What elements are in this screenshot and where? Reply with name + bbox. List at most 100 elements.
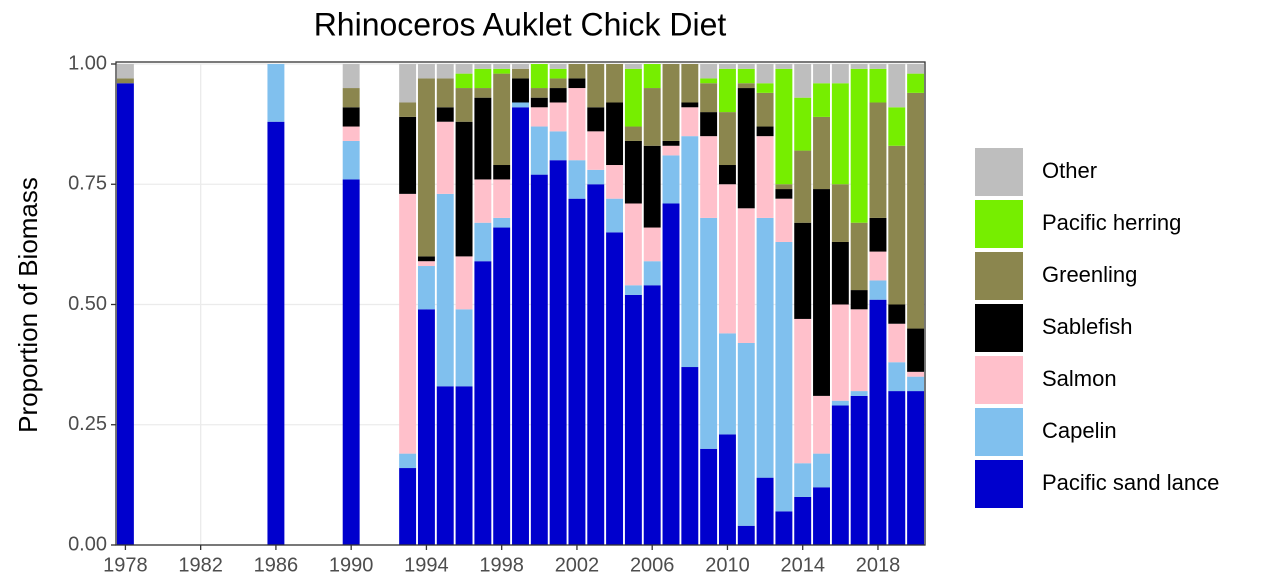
bar-segment: [718, 434, 736, 545]
bar-segment: [813, 189, 830, 396]
bar-segment: [493, 179, 511, 218]
legend-key: [975, 304, 1023, 352]
bar-segment: [737, 64, 755, 69]
bar-segment: [455, 73, 473, 89]
bar-segment: [512, 107, 529, 545]
bar-segment: [718, 112, 736, 166]
bar-segment: [794, 64, 812, 98]
bar-segment: [700, 83, 718, 113]
bar-segment: [568, 78, 586, 89]
bar-segment: [624, 64, 642, 69]
bar-segment: [831, 304, 849, 401]
bar-segment: [493, 227, 511, 546]
bar-segment: [756, 83, 774, 93]
y-axis-title: Proportion of Biomass: [13, 177, 43, 433]
bar-segment: [549, 160, 567, 545]
bar-segment: [794, 97, 812, 151]
legend-key: [975, 200, 1023, 248]
x-tick-label: 1990: [329, 554, 374, 576]
bar-segment: [455, 309, 473, 387]
bar-segment: [116, 83, 134, 546]
x-tick-label: 1982: [178, 554, 223, 576]
bar-segment: [850, 222, 868, 291]
bar-segment: [775, 198, 793, 242]
bar-segment: [700, 64, 718, 79]
bar-segment: [888, 362, 906, 392]
bar-segment: [907, 64, 925, 74]
bar-segment: [474, 88, 492, 98]
bar-segment: [700, 112, 718, 137]
bar-segment: [888, 145, 906, 305]
bar-segment: [624, 126, 642, 141]
bar-segment: [888, 304, 906, 324]
bar-segment: [530, 88, 548, 98]
bar-segment: [549, 102, 567, 132]
bar-segment: [606, 198, 624, 233]
bar-segment: [512, 64, 529, 69]
bar-segment: [624, 140, 642, 204]
bar-segment: [850, 64, 868, 69]
bar-segment: [907, 92, 925, 329]
bar-segment: [474, 261, 492, 545]
y-tick-label: 0.75: [68, 173, 107, 195]
legend-label: Other: [1042, 158, 1097, 183]
bar-segment: [606, 232, 624, 545]
bar-segment: [794, 463, 812, 497]
bar-segment: [794, 496, 812, 545]
chart-title: Rhinoceros Auklet Chick Diet: [314, 6, 727, 42]
x-tick-label: 1978: [103, 554, 148, 576]
legend-key: [975, 252, 1023, 300]
bar-segment: [794, 318, 812, 464]
bar-segment: [681, 102, 699, 108]
bar-segment: [606, 165, 624, 199]
bar-segment: [549, 68, 567, 79]
bar-segment: [436, 193, 454, 387]
bar-segment: [869, 102, 887, 218]
y-tick-label: 0.00: [68, 533, 107, 555]
bar-segment: [436, 386, 454, 545]
x-tick-label: 2006: [630, 554, 675, 576]
bar-segment: [718, 165, 736, 185]
bar-segment: [643, 285, 661, 545]
bar-segment: [831, 405, 849, 545]
bar-segment: [342, 140, 360, 180]
bar-segment: [643, 145, 661, 228]
y-tick-label: 1.00: [68, 52, 107, 74]
bar-segment: [813, 395, 830, 454]
bar-segment: [436, 121, 454, 194]
bar-segment: [775, 68, 793, 185]
bar-segment: [737, 525, 755, 545]
bar-segment: [399, 193, 417, 454]
bar-segment: [831, 184, 849, 242]
bar-segment: [455, 256, 473, 310]
bar-segment: [869, 251, 887, 281]
bar-segment: [455, 121, 473, 257]
bar-segment: [718, 184, 736, 334]
bar-segment: [813, 487, 830, 545]
bar-segment: [907, 328, 925, 372]
y-tick-label: 0.50: [68, 293, 107, 315]
legend: Pacific sand lance Capelin Salmon Sablefish…: [975, 148, 1219, 508]
bar-segment: [455, 64, 473, 74]
bar-segment: [417, 78, 435, 257]
bar-segment: [737, 208, 755, 343]
legend-label: Capelin: [1042, 418, 1117, 443]
x-tick-label: 2010: [705, 554, 750, 576]
bar-segment: [700, 448, 718, 545]
bar-segment: [606, 102, 624, 166]
bar-segment: [756, 217, 774, 478]
bar-segment: [530, 64, 548, 89]
bar-segment: [794, 222, 812, 319]
bar-segment: [474, 222, 492, 262]
bar-segment: [399, 116, 417, 194]
bar-segment: [624, 203, 642, 286]
bar-segment: [587, 131, 605, 170]
bar-segment: [737, 88, 755, 209]
bar-segment: [493, 73, 511, 166]
bar-segment: [700, 217, 718, 449]
bar-segment: [512, 102, 529, 108]
bar-segment: [888, 107, 906, 146]
bar-segment: [512, 68, 529, 79]
bar-segment: [813, 116, 830, 190]
